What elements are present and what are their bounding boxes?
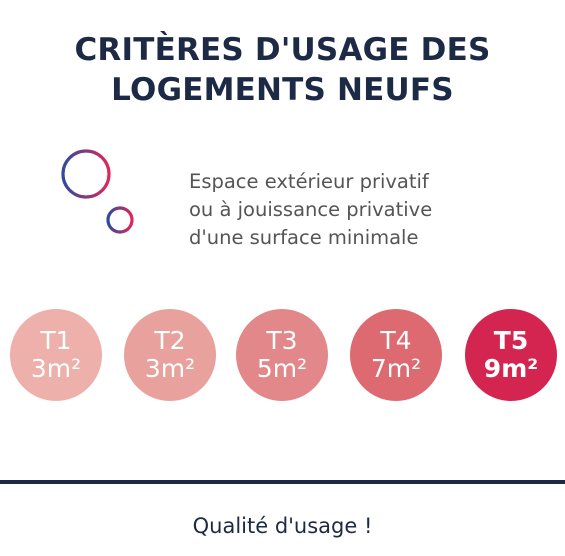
size-badge-t1: T1 3m² (10, 309, 102, 401)
page-title: CRITÈRES D'USAGE DES LOGEMENTS NEUFS (0, 30, 565, 110)
size-badge-t5: T5 9m² (465, 309, 557, 401)
size-type: T2 (154, 326, 186, 355)
footer-divider (0, 480, 565, 484)
footer-label: Qualité d'usage ! (192, 514, 373, 538)
criteria-description: Espace extérieur privatif ou à jouissanc… (189, 168, 549, 252)
size-badge-t2: T2 3m² (124, 309, 216, 401)
description-line-1: Espace extérieur privatif (189, 170, 429, 193)
size-area: 7m² (370, 354, 422, 383)
size-requirements: T1 3m² T2 3m² T3 5m² T4 7m² T5 9m² (0, 309, 565, 401)
size-badge-t4: T4 7m² (350, 309, 442, 401)
size-type: T1 (40, 326, 72, 355)
size-area: 5m² (256, 354, 308, 383)
size-area: 3m² (30, 354, 82, 383)
size-area: 9m² (483, 354, 539, 383)
description-line-2: ou à jouissance privative (189, 198, 433, 221)
description-line-3: d'une surface minimale (189, 226, 419, 249)
size-type: T3 (266, 326, 298, 355)
size-type: T4 (380, 326, 412, 355)
size-area: 3m² (144, 354, 196, 383)
size-badge-t3: T3 5m² (236, 309, 328, 401)
size-type: T5 (493, 326, 529, 355)
title-line-2: LOGEMENTS NEUFS (111, 72, 454, 108)
tree-icon (61, 149, 134, 267)
title-line-1: CRITÈRES D'USAGE DES (74, 32, 491, 68)
